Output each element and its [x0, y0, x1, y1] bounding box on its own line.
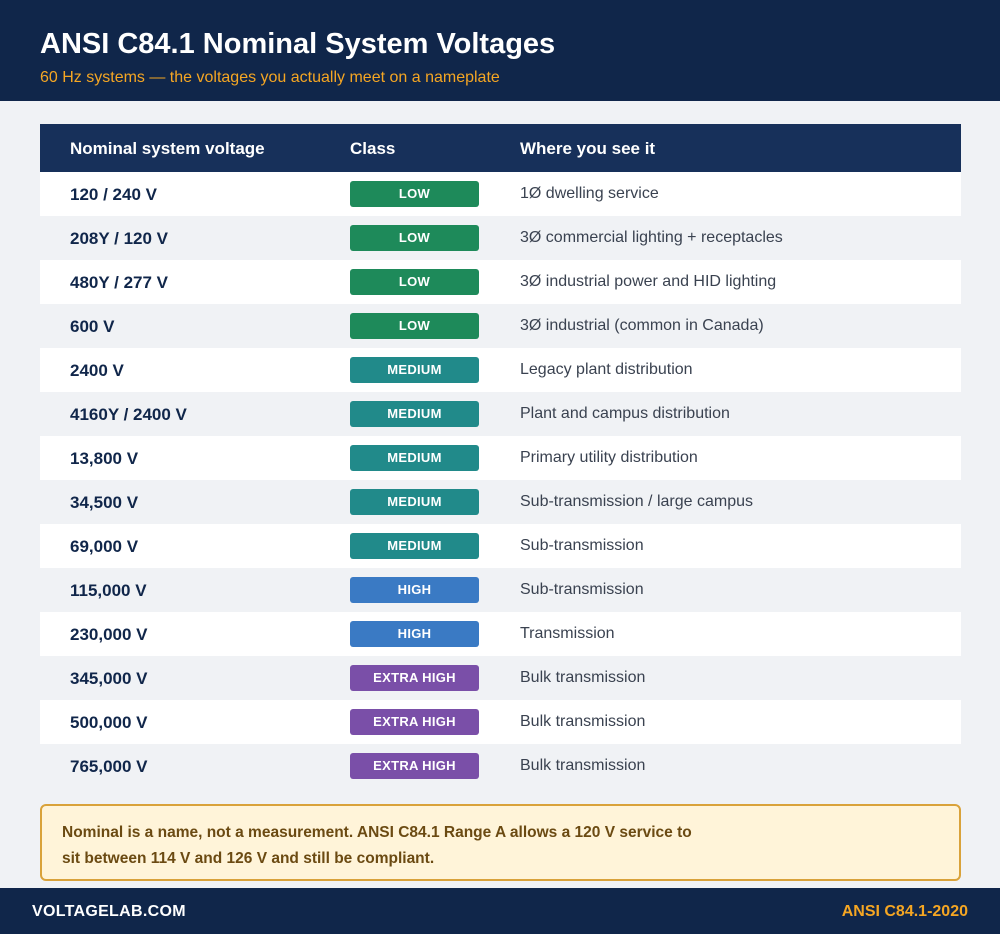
page-subtitle: 60 Hz systems — the voltages you actuall…	[40, 69, 500, 86]
usage-cell: Primary utility distribution	[520, 449, 698, 466]
page-title: ANSI C84.1 Nominal System Voltages	[40, 28, 556, 60]
table-row: 69,000 V MEDIUM Sub-transmission	[40, 524, 961, 568]
voltage-cell: 765,000 V	[70, 757, 148, 776]
voltage-cell: 13,800 V	[70, 449, 139, 468]
class-badge: LOW	[350, 225, 479, 251]
usage-cell: Legacy plant distribution	[520, 361, 693, 378]
table-row: 500,000 V EXTRA HIGH Bulk transmission	[40, 700, 961, 744]
table-row: 208Y / 120 V LOW 3Ø commercial lighting + …	[40, 216, 961, 260]
table-row: 34,500 V MEDIUM Sub-transmission / large c…	[40, 480, 961, 524]
voltage-cell: 600 V	[70, 317, 115, 336]
voltage-cell: 115,000 V	[70, 581, 147, 600]
voltage-cell: 2400 V	[70, 361, 124, 380]
table-row: 4160Y / 2400 V MEDIUM Plant and campus dis…	[40, 392, 961, 436]
usage-cell: Plant and campus distribution	[520, 405, 730, 422]
usage-cell: 3Ø commercial lighting + receptacles	[520, 229, 783, 246]
class-badge: MEDIUM	[350, 357, 479, 383]
class-badge: MEDIUM	[350, 401, 479, 427]
usage-cell: Sub-transmission / large campus	[520, 493, 753, 510]
table-row: 230,000 V HIGH Transmission	[40, 612, 961, 656]
table-body: 120 / 240 V LOW 1Ø dwelling service 208Y / …	[40, 172, 961, 788]
column-header-where: Where you see it	[520, 139, 656, 158]
usage-cell: 3Ø industrial power and HID lighting	[520, 273, 777, 290]
footer-brand: VOLTAGELAB.COM	[32, 903, 186, 920]
usage-cell: Sub-transmission	[520, 537, 644, 554]
table-row: 480Y / 277 V LOW 3Ø industrial power and H…	[40, 260, 961, 304]
table-row: 345,000 V EXTRA HIGH Bulk transmission	[40, 656, 961, 700]
class-badge: MEDIUM	[350, 533, 479, 559]
usage-cell: 1Ø dwelling service	[520, 185, 659, 202]
column-header-class: Class	[350, 139, 396, 158]
class-badge: LOW	[350, 313, 479, 339]
page-footer: VOLTAGELAB.COM ANSI C84.1-2020	[0, 888, 1000, 934]
table-header: Nominal system voltage Class Where you s…	[40, 124, 961, 172]
class-badge: EXTRA HIGH	[350, 753, 479, 779]
class-badge: HIGH	[350, 577, 479, 603]
column-header-voltage: Nominal system voltage	[70, 139, 265, 158]
voltage-cell: 208Y / 120 V	[70, 229, 168, 248]
voltage-cell: 4160Y / 2400 V	[70, 405, 187, 424]
voltage-cell: 480Y / 277 V	[70, 273, 168, 292]
voltage-cell: 69,000 V	[70, 537, 139, 556]
footer-standard: ANSI C84.1-2020	[841, 903, 968, 920]
table-row: 13,800 V MEDIUM Primary utility distributi…	[40, 436, 961, 480]
table-row: 765,000 V EXTRA HIGH Bulk transmission	[40, 744, 961, 788]
table-row: 115,000 V HIGH Sub-transmission	[40, 568, 961, 612]
class-badge: MEDIUM	[350, 489, 479, 515]
class-badge: EXTRA HIGH	[350, 709, 479, 735]
voltage-cell: 230,000 V	[70, 625, 148, 644]
usage-cell: Sub-transmission	[520, 581, 644, 598]
usage-cell: Bulk transmission	[520, 669, 646, 686]
class-badge: HIGH	[350, 621, 479, 647]
class-badge: EXTRA HIGH	[350, 665, 479, 691]
table-row: 2400 V MEDIUM Legacy plant distribution	[40, 348, 961, 392]
voltage-cell: 34,500 V	[70, 493, 139, 512]
class-badge: LOW	[350, 269, 479, 295]
voltage-cell: 345,000 V	[70, 669, 148, 688]
voltage-cell: 500,000 V	[70, 713, 148, 732]
usage-cell: Bulk transmission	[520, 757, 646, 774]
usage-cell: Bulk transmission	[520, 713, 646, 730]
voltage-cell: 120 / 240 V	[70, 185, 157, 204]
class-badge: MEDIUM	[350, 445, 479, 471]
voltage-table: Nominal system voltage Class Where you s…	[40, 124, 961, 788]
class-badge: LOW	[350, 181, 479, 207]
usage-cell: 3Ø industrial (common in Canada)	[520, 317, 764, 334]
note-callout: Nominal is a name, not a measurement. AN…	[40, 804, 961, 881]
table-row: 120 / 240 V LOW 1Ø dwelling service	[40, 172, 961, 216]
table-row: 600 V LOW 3Ø industrial (common in Canada)	[40, 304, 961, 348]
page-header: ANSI C84.1 Nominal System Voltages 60 Hz…	[0, 0, 1000, 101]
note-text: Nominal is a name, not a measurement. AN…	[62, 824, 692, 867]
usage-cell: Transmission	[520, 625, 615, 642]
